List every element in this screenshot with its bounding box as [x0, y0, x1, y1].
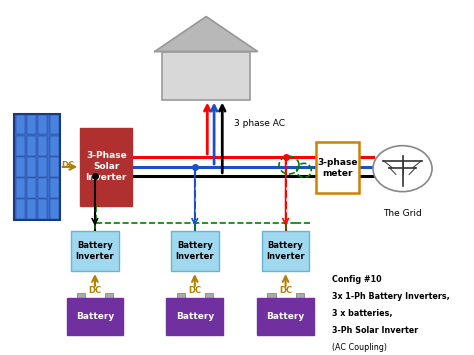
Text: The Grid: The Grid — [383, 209, 422, 218]
FancyBboxPatch shape — [71, 230, 119, 271]
FancyBboxPatch shape — [16, 115, 25, 134]
FancyBboxPatch shape — [27, 200, 36, 219]
Text: DC: DC — [88, 286, 101, 295]
Text: Config #10: Config #10 — [332, 275, 382, 284]
FancyBboxPatch shape — [205, 294, 213, 298]
FancyBboxPatch shape — [16, 200, 25, 219]
FancyBboxPatch shape — [162, 51, 250, 100]
FancyBboxPatch shape — [50, 200, 59, 219]
Text: 3-Ph Solar Inverter: 3-Ph Solar Inverter — [332, 326, 419, 335]
FancyBboxPatch shape — [105, 294, 113, 298]
Circle shape — [373, 146, 432, 192]
Text: DC: DC — [61, 160, 74, 170]
FancyBboxPatch shape — [16, 157, 25, 177]
FancyBboxPatch shape — [171, 230, 219, 271]
FancyBboxPatch shape — [27, 115, 36, 134]
FancyBboxPatch shape — [50, 136, 59, 155]
Text: 3-Phase
Solar
Inverter: 3-Phase Solar Inverter — [86, 151, 127, 182]
FancyBboxPatch shape — [80, 128, 132, 206]
FancyBboxPatch shape — [50, 178, 59, 198]
FancyBboxPatch shape — [296, 294, 304, 298]
FancyBboxPatch shape — [267, 294, 275, 298]
FancyBboxPatch shape — [38, 178, 47, 198]
Text: 3 phase AC: 3 phase AC — [234, 119, 284, 128]
Text: DC: DC — [188, 286, 201, 295]
FancyBboxPatch shape — [316, 142, 359, 193]
FancyBboxPatch shape — [27, 157, 36, 177]
FancyBboxPatch shape — [27, 136, 36, 155]
FancyBboxPatch shape — [38, 200, 47, 219]
FancyBboxPatch shape — [262, 230, 310, 271]
Text: Battery
Inverter: Battery Inverter — [266, 241, 305, 261]
Text: 3x 1-Ph Battery Inverters,: 3x 1-Ph Battery Inverters, — [332, 292, 450, 301]
Text: Battery: Battery — [266, 312, 305, 321]
Text: Battery: Battery — [76, 312, 114, 321]
Text: (AC Coupling): (AC Coupling) — [332, 343, 387, 352]
FancyBboxPatch shape — [14, 114, 60, 220]
Text: Battery
Inverter: Battery Inverter — [175, 241, 214, 261]
Polygon shape — [155, 17, 257, 51]
FancyBboxPatch shape — [176, 294, 185, 298]
Text: 3-phase
meter: 3-phase meter — [318, 158, 358, 178]
Text: DC: DC — [279, 286, 292, 295]
FancyBboxPatch shape — [38, 157, 47, 177]
FancyBboxPatch shape — [50, 157, 59, 177]
FancyBboxPatch shape — [16, 136, 25, 155]
FancyBboxPatch shape — [77, 294, 85, 298]
FancyBboxPatch shape — [16, 178, 25, 198]
Text: 3 x batteries,: 3 x batteries, — [332, 309, 392, 318]
FancyBboxPatch shape — [27, 178, 36, 198]
FancyBboxPatch shape — [50, 115, 59, 134]
Text: Battery: Battery — [176, 312, 214, 321]
FancyBboxPatch shape — [38, 115, 47, 134]
Text: Battery
Inverter: Battery Inverter — [75, 241, 114, 261]
FancyBboxPatch shape — [66, 298, 123, 335]
FancyBboxPatch shape — [166, 298, 223, 335]
FancyBboxPatch shape — [38, 136, 47, 155]
FancyBboxPatch shape — [257, 298, 314, 335]
